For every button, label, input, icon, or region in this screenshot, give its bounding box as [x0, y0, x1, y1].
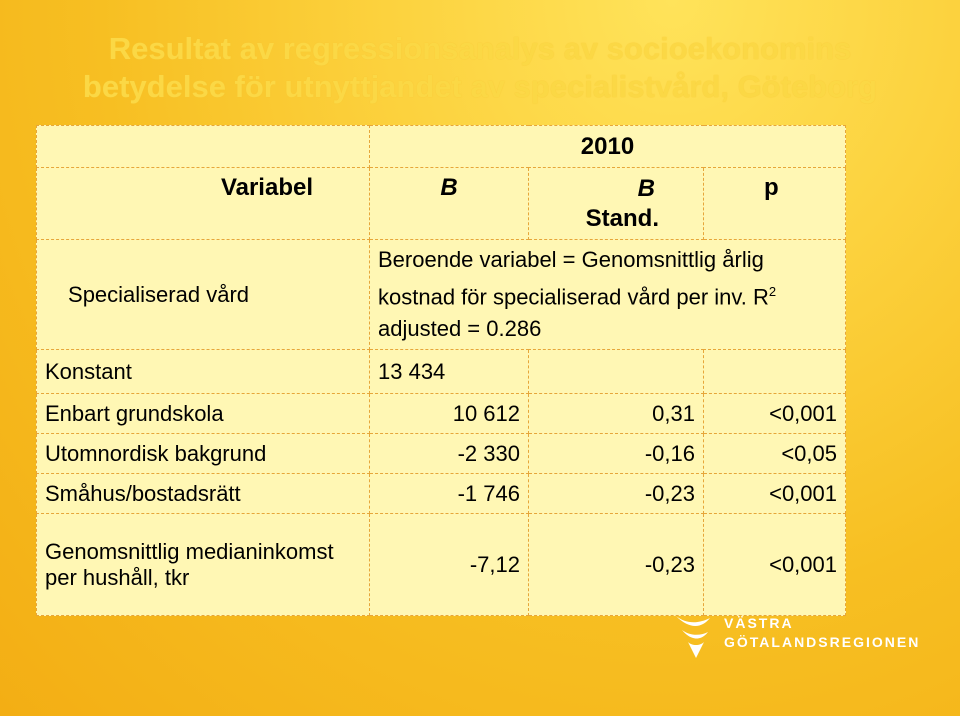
empty-header-cell — [36, 125, 370, 168]
table-row: Genomsnittlig medianinkomst per hushåll,… — [36, 513, 846, 617]
dependent-desc-text: Beroende variabel = Genomsnittlig årlig … — [378, 247, 769, 310]
vgr-logo-icon — [676, 616, 710, 658]
row-b-stand: -0,23 — [528, 473, 704, 515]
row-label: Genomsnittlig medianinkomst per hushåll,… — [36, 513, 370, 617]
vgr-logo-text: VÄSTRA GÖTALANDSREGIONEN — [724, 614, 920, 652]
constant-b: 13 434 — [369, 349, 529, 395]
regression-table: 2010 Variabel B B Stand. p Specialiserad… — [36, 125, 846, 617]
row-p: <0,001 — [703, 473, 846, 515]
constant-b-stand — [528, 349, 704, 395]
constant-row: Konstant 13 434 — [36, 349, 846, 395]
b-stand-header-b: B — [637, 175, 655, 202]
title-line-2: betydelse för utnyttjandet av specialist… — [82, 69, 878, 104]
table-row: Utomnordisk bakgrund -2 330 -0,16 <0,05 — [36, 433, 846, 475]
row-b-stand: 0,31 — [528, 393, 704, 435]
slide-title: Resultat av regressionsanalys av socioek… — [0, 30, 960, 106]
logo-line-1: VÄSTRA — [724, 615, 794, 631]
logo-line-2: GÖTALANDSREGIONEN — [724, 634, 921, 650]
table-row: Småhus/bostadsrätt -1 746 -0,23 <0,001 — [36, 473, 846, 515]
b-stand-header-sub: Stand. — [585, 205, 659, 232]
header-year-row: 2010 — [36, 125, 846, 168]
p-header: p — [703, 167, 846, 240]
row-b: -7,12 — [369, 513, 529, 617]
row-p: <0,001 — [703, 393, 846, 435]
table-row: Enbart grundskola 10 612 0,31 <0,001 — [36, 393, 846, 435]
row-label: Småhus/bostadsrätt — [36, 473, 370, 515]
constant-label: Konstant — [36, 349, 370, 395]
row-label: Utomnordisk bakgrund — [36, 433, 370, 475]
row-b-stand: -0,16 — [528, 433, 704, 475]
year-header: 2010 — [369, 125, 846, 168]
row-b-stand: -0,23 — [528, 513, 704, 617]
constant-p — [703, 349, 846, 395]
header-columns-row: Variabel B B Stand. p — [36, 167, 846, 240]
variabel-header: Variabel — [36, 167, 370, 240]
row-b: 10 612 — [369, 393, 529, 435]
b-stand-header: B Stand. — [528, 167, 704, 240]
vgr-logo: VÄSTRA GÖTALANDSREGIONEN — [672, 608, 918, 668]
b-header: B — [369, 167, 529, 240]
title-line-1: Resultat av regressionsanalys av socioek… — [108, 31, 852, 66]
row-label: Enbart grundskola — [36, 393, 370, 435]
dependent-row: Specialiserad vård Beroende variabel = G… — [36, 238, 846, 351]
row-b: -1 746 — [369, 473, 529, 515]
dependent-tail: adjusted = 0.286 — [378, 316, 542, 342]
row-b: -2 330 — [369, 433, 529, 475]
dependent-sup: 2 — [768, 284, 777, 299]
dependent-label: Specialiserad vård — [36, 238, 370, 351]
row-p: <0,05 — [703, 433, 846, 475]
row-p: <0,001 — [703, 513, 846, 617]
dependent-description: Beroende variabel = Genomsnittlig årlig … — [369, 238, 846, 351]
